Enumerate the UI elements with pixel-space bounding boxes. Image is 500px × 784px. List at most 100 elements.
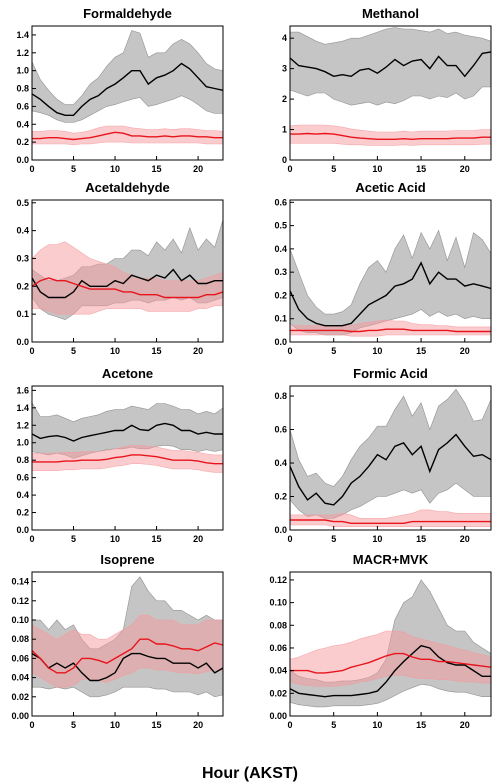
y-tick-label: 0.4 <box>274 458 287 468</box>
x-tick-label: 0 <box>29 534 34 544</box>
x-tick-label: 10 <box>372 534 382 544</box>
y-tick-label: 0.10 <box>269 598 287 608</box>
x-tick-label: 15 <box>416 534 426 544</box>
x-tick-label: 20 <box>193 534 203 544</box>
chart-title: Formic Acid <box>353 366 428 381</box>
y-tick-label: 0.6 <box>274 197 287 207</box>
plot-frame <box>289 199 492 343</box>
x-tick-label: 5 <box>71 164 76 174</box>
y-tick-label: 0.8 <box>16 84 29 94</box>
x-tick-label: 0 <box>287 534 292 544</box>
x-tick-label: 20 <box>193 164 203 174</box>
y-tick-label: 1.2 <box>16 48 29 58</box>
chart-title: Acetic Acid <box>355 180 425 195</box>
black-series-line <box>31 652 224 682</box>
red-series-line <box>32 131 223 141</box>
x-tick-label: 0 <box>29 164 34 174</box>
chart-panel: Acetaldehyde 0.0 0.1 0.2 0.3 0.4 0.5 0 5 10 15 20 <box>16 180 224 356</box>
plot-frame <box>289 385 492 531</box>
x-tick-label: 15 <box>416 720 426 730</box>
y-tick-label: 0.0 <box>16 337 29 347</box>
y-tick-label: 0.6 <box>16 473 29 483</box>
x-tick-label: 10 <box>110 346 120 356</box>
y-tick-label: 0.12 <box>269 575 287 585</box>
x-tick-label: 5 <box>331 346 336 356</box>
y-tick-label: 0.0 <box>274 525 287 535</box>
chart-panel: Acetic Acid 0.0 0.1 0.2 0.3 0.4 0.5 0.6 0 5 10 15 20 <box>274 180 492 356</box>
y-tick-label: 0.6 <box>16 101 29 111</box>
y-tick-label: 0.5 <box>274 221 287 231</box>
x-tick-label: 0 <box>29 720 34 730</box>
y-tick-label: 0.2 <box>274 492 287 502</box>
chart-title: Formaldehyde <box>83 6 172 21</box>
y-tick-label: 0.00 <box>269 711 287 721</box>
x-tick-label: 5 <box>71 534 76 544</box>
red-range-band <box>289 124 492 146</box>
chart-title: Acetaldehyde <box>85 180 170 195</box>
black-series-line <box>289 51 492 78</box>
x-axis-title: Hour (AKST) <box>202 765 298 782</box>
x-tick-label: 15 <box>152 720 162 730</box>
y-tick-label: 0.08 <box>11 634 29 644</box>
y-tick-label: 0.04 <box>269 666 287 676</box>
plot-frame <box>31 25 224 161</box>
y-tick-label: 3 <box>282 64 287 74</box>
y-tick-label: 0.10 <box>11 615 29 625</box>
x-tick-label: 20 <box>193 346 203 356</box>
chart-panel: Formic Acid 0.0 0.2 0.4 0.6 0.8 0 5 10 15 20 <box>274 366 492 544</box>
plot-frame <box>31 199 224 343</box>
black-series-line <box>289 261 492 327</box>
x-tick-label: 20 <box>460 346 470 356</box>
y-tick-label: 1.0 <box>16 66 29 76</box>
x-tick-label: 15 <box>152 534 162 544</box>
x-tick-label: 5 <box>331 164 336 174</box>
y-tick-label: 1.4 <box>16 403 29 413</box>
red-series-line <box>290 132 491 141</box>
y-tick-label: 0.08 <box>269 620 287 630</box>
x-tick-label: 15 <box>152 346 162 356</box>
y-tick-label: 1.6 <box>16 385 29 395</box>
x-tick-label: 20 <box>460 534 470 544</box>
x-tick-label: 10 <box>372 346 382 356</box>
x-tick-label: 20 <box>193 720 203 730</box>
y-tick-label: 0.12 <box>11 596 29 606</box>
y-tick-label: 0.00 <box>11 711 29 721</box>
y-tick-label: 0.3 <box>16 253 29 263</box>
x-tick-label: 5 <box>331 534 336 544</box>
x-tick-label: 10 <box>110 164 120 174</box>
black-series-line <box>289 644 491 698</box>
y-tick-label: 0.04 <box>11 673 29 683</box>
y-tick-label: 1.4 <box>16 30 29 40</box>
x-tick-label: 5 <box>331 720 336 730</box>
x-tick-label: 15 <box>416 164 426 174</box>
y-tick-label: 0.2 <box>16 508 29 518</box>
y-tick-label: 0.2 <box>16 281 29 291</box>
y-tick-label: 0.1 <box>274 314 287 324</box>
y-tick-label: 1.2 <box>16 420 29 430</box>
chart-title: Methanol <box>362 6 419 21</box>
y-tick-label: 0.5 <box>16 198 29 208</box>
plot-frame <box>289 25 492 161</box>
red-series-line <box>290 519 491 524</box>
chart-title: Acetone <box>102 366 153 381</box>
y-tick-label: 1.0 <box>16 438 29 448</box>
y-tick-label: 0.4 <box>16 490 29 500</box>
y-tick-label: 0.0 <box>16 155 29 165</box>
plot-frame <box>31 571 224 717</box>
black-range-band <box>289 27 492 106</box>
x-tick-label: 0 <box>287 346 292 356</box>
y-tick-label: 0.8 <box>274 391 287 401</box>
y-tick-label: 4 <box>282 33 287 43</box>
y-tick-label: 1 <box>282 125 287 135</box>
x-tick-label: 10 <box>110 534 120 544</box>
x-tick-label: 5 <box>71 346 76 356</box>
red-series-line <box>290 652 492 674</box>
y-tick-label: 0.0 <box>274 337 287 347</box>
black-series-line <box>289 433 492 506</box>
x-tick-label: 10 <box>372 164 382 174</box>
y-tick-label: 0.06 <box>11 653 29 663</box>
y-tick-label: 0.4 <box>16 119 29 129</box>
x-tick-label: 0 <box>287 164 292 174</box>
y-tick-label: 0.8 <box>16 455 29 465</box>
